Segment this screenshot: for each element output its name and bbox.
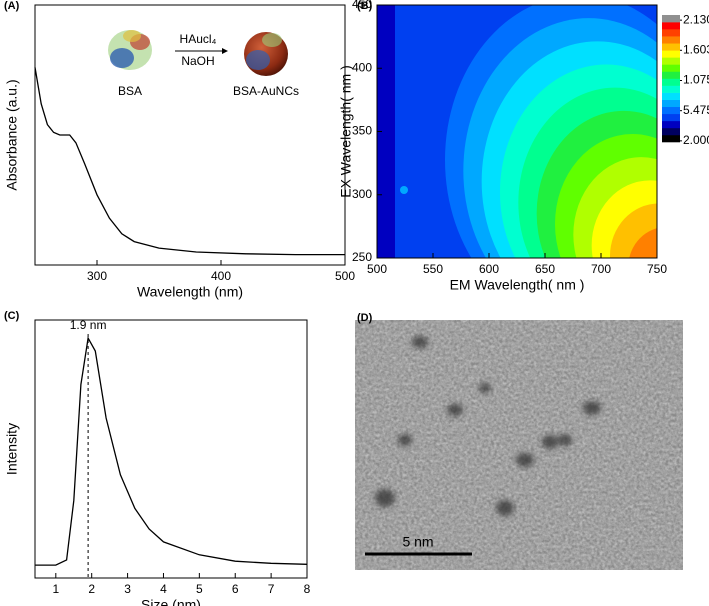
x-tick-label: 700 bbox=[591, 262, 611, 276]
tem-image bbox=[355, 320, 683, 570]
x-tick-label: 500 bbox=[367, 262, 387, 276]
x-tick-label: 1 bbox=[52, 582, 59, 596]
colorbar-cell bbox=[662, 85, 680, 93]
colorbar-cell bbox=[662, 113, 680, 122]
x-tick-label: 550 bbox=[423, 262, 443, 276]
y-axis-title: EX Wavelength( nm ) bbox=[338, 65, 354, 198]
contour-spot bbox=[400, 186, 408, 194]
contour-level bbox=[629, 228, 657, 258]
colorbar-cell bbox=[662, 43, 680, 51]
inset-reagent: HAucl₄ bbox=[180, 32, 217, 46]
colorbar-cell bbox=[662, 99, 680, 108]
colorbar-cell bbox=[662, 120, 680, 129]
inset-base: NaOH bbox=[181, 54, 214, 68]
colorbar-cell bbox=[662, 15, 680, 23]
x-tick-label: 750 bbox=[647, 262, 667, 276]
line bbox=[34, 67, 345, 256]
x-tick-label: 3 bbox=[124, 582, 131, 596]
colorbar-cell bbox=[662, 36, 680, 44]
colorbar-cell bbox=[662, 29, 680, 37]
colorbar-label: 1.603E+06 bbox=[683, 42, 709, 56]
line bbox=[35, 336, 308, 566]
x-tick-label: 600 bbox=[479, 262, 499, 276]
x-tick-label: 5 bbox=[196, 582, 203, 596]
y-tick-label: 250 bbox=[352, 250, 372, 264]
colorbar-cell bbox=[662, 127, 680, 136]
colorbar-label: 1.075E+06 bbox=[683, 73, 709, 87]
colorbar-cell bbox=[662, 78, 680, 86]
plot-frame bbox=[34, 4, 346, 266]
nanocluster-icon bbox=[244, 32, 288, 76]
panel-label: (D) bbox=[357, 312, 373, 324]
x-tick-label: 300 bbox=[87, 269, 107, 283]
protein-icon bbox=[108, 30, 152, 70]
contour-level bbox=[665, 273, 705, 303]
y-tick-label: 400 bbox=[352, 60, 372, 74]
colorbar-cell bbox=[662, 92, 680, 100]
x-axis-title: Wavelength (nm) bbox=[137, 284, 243, 300]
y-tick-label: 350 bbox=[352, 124, 372, 138]
colorbar-label: 5.475E+05 bbox=[683, 103, 709, 117]
colorbar-cell bbox=[662, 22, 680, 30]
colorbar-cell bbox=[662, 71, 680, 79]
panel-label: (C) bbox=[4, 310, 20, 322]
x-tick-label: 8 bbox=[304, 582, 311, 596]
colorbar-cell bbox=[662, 134, 680, 143]
colorbar-cell bbox=[662, 64, 680, 72]
x-tick-label: 4 bbox=[160, 582, 167, 596]
colorbar-label: 2.130E+06 bbox=[683, 12, 709, 26]
y-axis-title: Absorbance (a.u.) bbox=[4, 79, 20, 190]
panel-label: (A) bbox=[4, 0, 20, 12]
inset-right: BSA-AuNCs bbox=[233, 84, 299, 98]
y-tick-label: 300 bbox=[352, 187, 372, 201]
x-axis-title: Size (nm) bbox=[141, 597, 201, 606]
x-tick-label: 650 bbox=[535, 262, 555, 276]
panel-label: (B) bbox=[357, 0, 373, 12]
inset bbox=[108, 30, 288, 76]
x-axis-title: EM Wavelength( nm ) bbox=[450, 277, 585, 293]
x-tick-label: 6 bbox=[232, 582, 239, 596]
colorbar-cell bbox=[662, 57, 680, 65]
contour-level bbox=[610, 203, 657, 258]
arrow-head bbox=[222, 48, 228, 54]
colorbar-label: 2.000E+04 bbox=[683, 133, 709, 147]
x-tick-label: 400 bbox=[211, 269, 231, 283]
x-tick-label: 7 bbox=[268, 582, 275, 596]
colorbar-cell bbox=[662, 50, 680, 58]
y-tick-label: 450 bbox=[352, 0, 372, 11]
plot-frame bbox=[34, 319, 308, 579]
x-tick-label: 500 bbox=[335, 269, 355, 283]
inset-left: BSA bbox=[118, 84, 142, 98]
annotation-label: 1.9 nm bbox=[70, 318, 107, 332]
colorbar-cell bbox=[662, 106, 680, 115]
y-axis-title: Intensity bbox=[4, 423, 20, 475]
plot-frame bbox=[376, 4, 658, 259]
scale-bar-label: 5 nm bbox=[402, 534, 433, 550]
contour-map bbox=[377, 5, 705, 303]
x-tick-label: 2 bbox=[88, 582, 95, 596]
